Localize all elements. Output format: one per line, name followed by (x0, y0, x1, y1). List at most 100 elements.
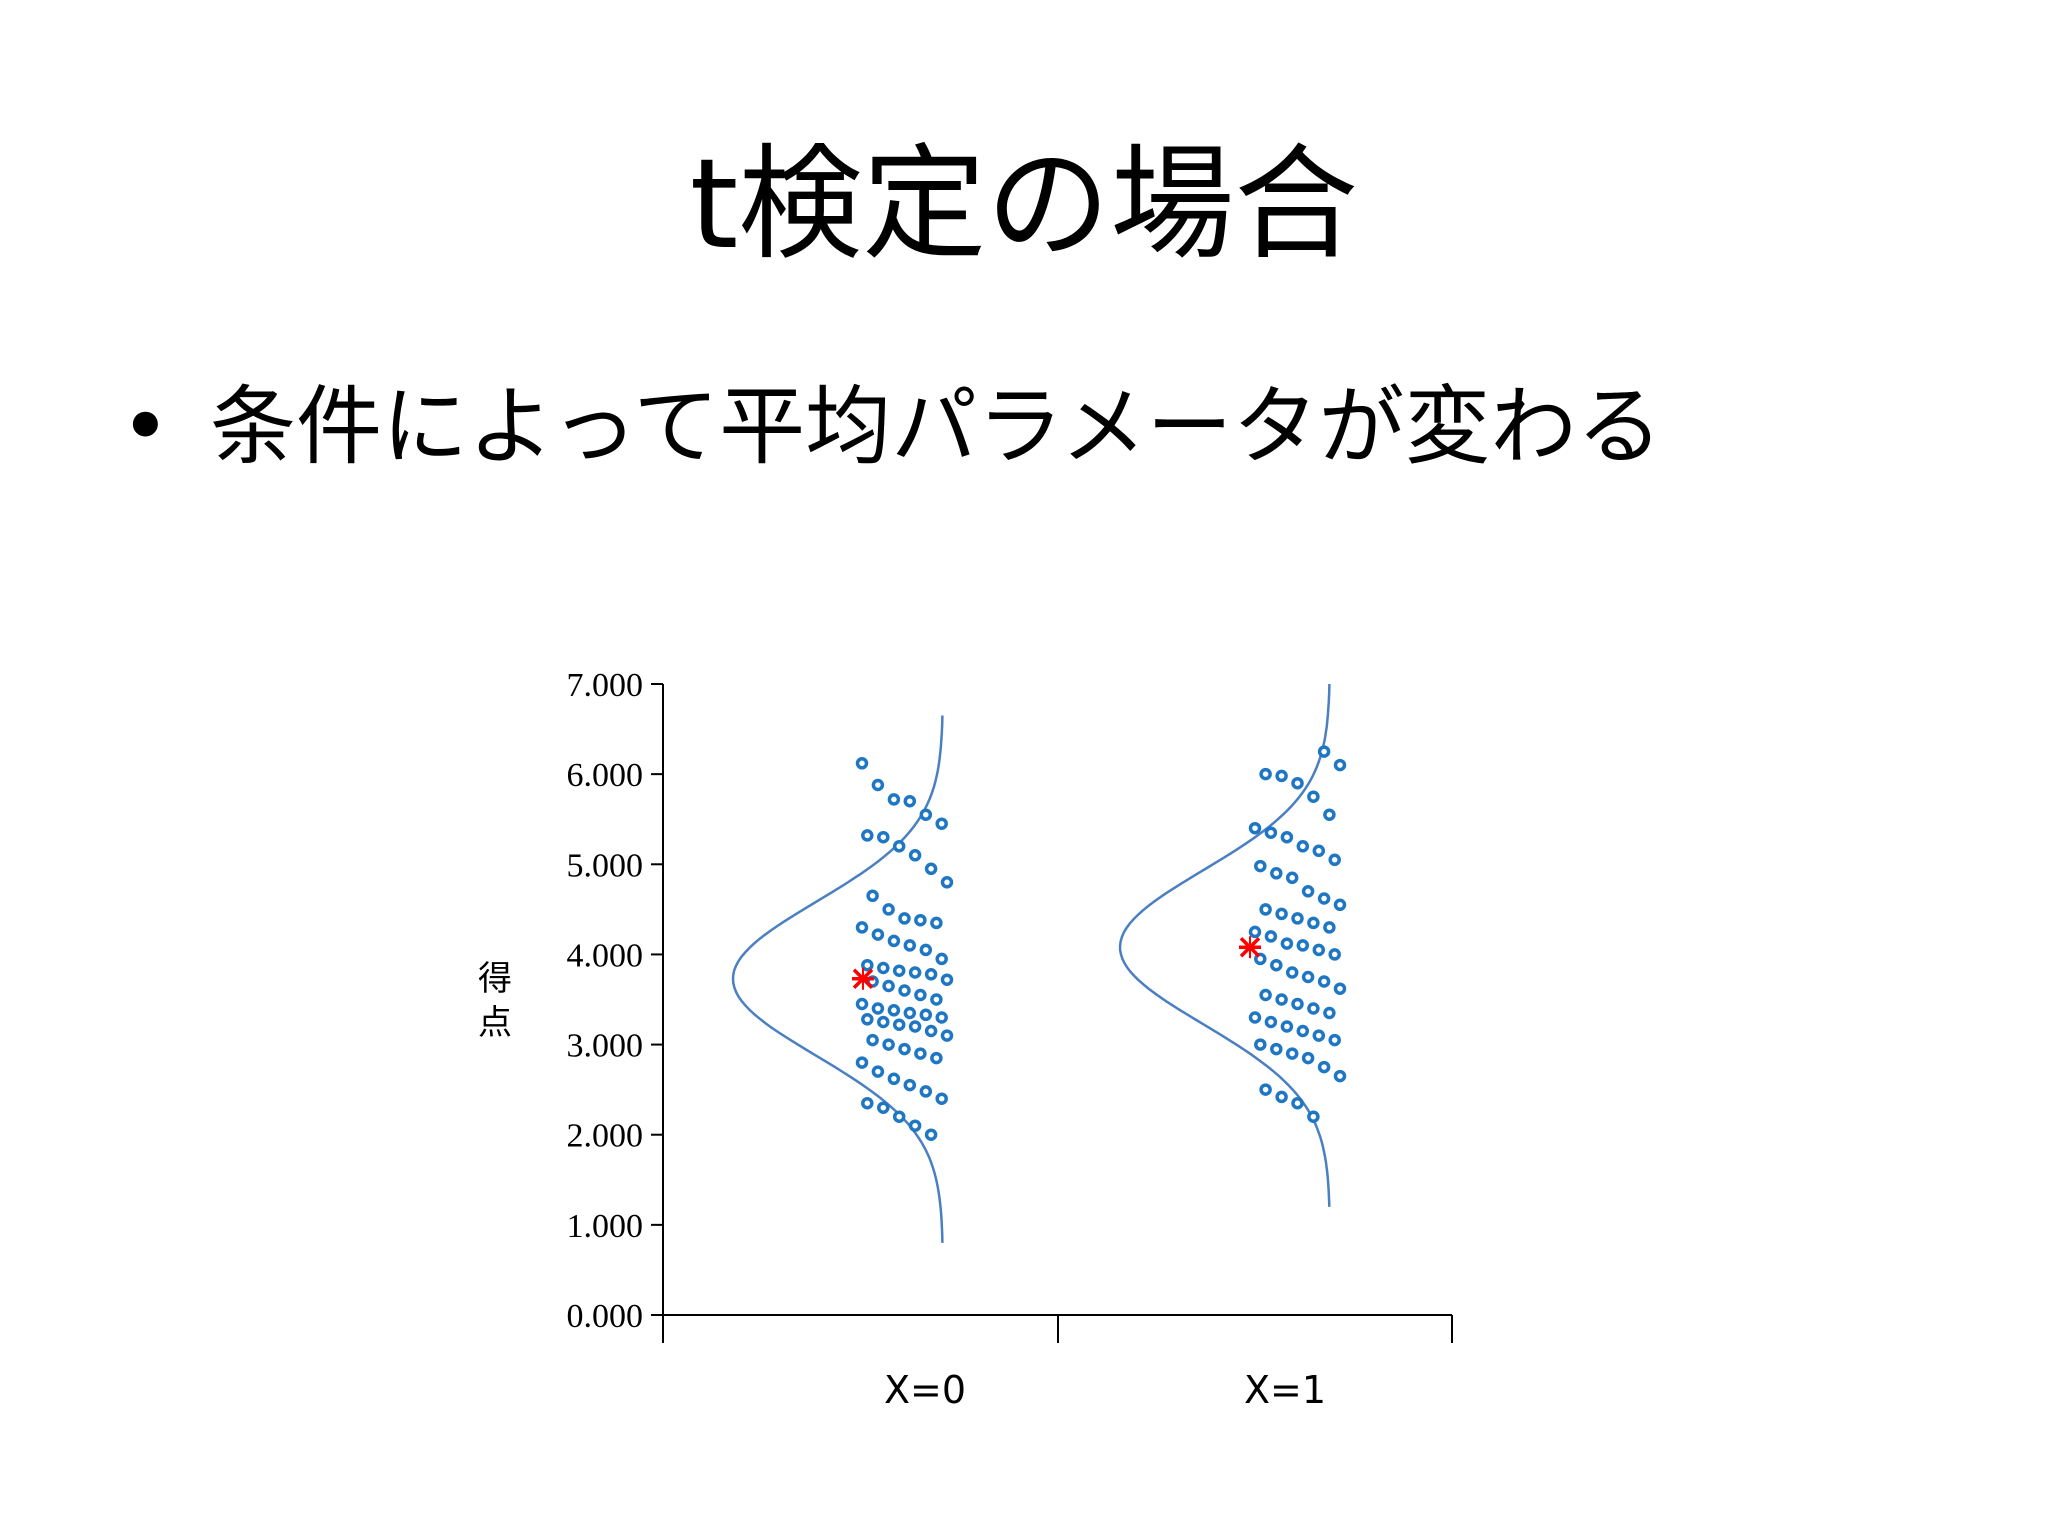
data-point (919, 1008, 933, 1022)
data-point (887, 1004, 901, 1017)
data-point (877, 1015, 890, 1029)
data-point (908, 849, 922, 862)
data-point (1312, 943, 1326, 957)
data-point (1275, 1090, 1288, 1104)
data-point (1328, 1033, 1341, 1047)
data-point (855, 997, 869, 1011)
data-point (914, 913, 927, 927)
data-point (930, 993, 943, 1006)
data-point (861, 829, 874, 842)
y-tick-label: 1.000 (567, 1208, 644, 1245)
data-point (892, 840, 906, 853)
data-point (935, 1011, 948, 1024)
data-point (1291, 997, 1304, 1011)
y-tick-label: 6.000 (567, 757, 644, 794)
mean-markers (852, 936, 1261, 990)
data-point (924, 968, 938, 981)
data-point (903, 939, 917, 952)
mean-marker (852, 967, 874, 990)
data-point (892, 964, 906, 977)
data-point (871, 928, 885, 941)
data-point (924, 1128, 938, 1141)
data-point (887, 793, 901, 806)
data-point (935, 952, 948, 966)
data-point (855, 757, 869, 770)
data-point (1270, 867, 1283, 880)
data-point (1328, 853, 1341, 867)
data-point (1248, 821, 1262, 835)
bullet-text: 条件によって平均パラメータが変わる (210, 377, 1663, 477)
data-point (1275, 907, 1288, 921)
data-point (1312, 1029, 1326, 1042)
data-point (1328, 948, 1341, 961)
data-point (1307, 1110, 1320, 1123)
data-point (1259, 1083, 1272, 1096)
y-tick-label: 4.000 (567, 937, 644, 974)
data-point (882, 1038, 895, 1051)
data-point (1285, 871, 1299, 885)
data-point (1312, 844, 1326, 858)
data-point (887, 934, 901, 948)
data-point (1333, 982, 1347, 995)
data-point (855, 1056, 869, 1069)
data-point (1301, 1051, 1315, 1065)
data-point (1307, 1002, 1320, 1015)
data-point (1280, 1020, 1294, 1033)
data-point (1259, 767, 1272, 781)
data-point (908, 1119, 922, 1132)
data-point (1264, 930, 1278, 943)
data-point (924, 1024, 938, 1038)
data-point (1317, 745, 1331, 758)
data-point (882, 903, 895, 916)
y-axis-label: 得点 (478, 959, 512, 1043)
y-axis-label-char: 得 (478, 959, 512, 999)
data-point (871, 778, 885, 792)
data-point (1317, 975, 1331, 988)
data-point (1280, 937, 1294, 950)
data-point (882, 979, 895, 993)
data-point (914, 988, 927, 1002)
data-point (935, 1092, 948, 1105)
data-point (903, 1078, 917, 1092)
data-point (930, 916, 943, 930)
chart-labels: 0.000 1.000 2.000 3.000 4.000 5.000 6.000 7.000… (478, 667, 1326, 1412)
data-point (1307, 790, 1320, 803)
data-point (908, 1020, 922, 1033)
data-point (924, 862, 938, 876)
mean-marker (1239, 936, 1261, 959)
density-curve (731, 715, 944, 1243)
data-point (1248, 1011, 1262, 1024)
data-point (1291, 912, 1304, 925)
data-point (861, 1096, 874, 1110)
data-point (1264, 1015, 1278, 1029)
bullet-marker: • (120, 377, 171, 477)
data-point (877, 830, 890, 844)
data-point (1275, 993, 1288, 1006)
data-point (935, 817, 948, 830)
category-label: X=1 (1244, 1368, 1326, 1412)
data-point (919, 1085, 933, 1098)
data-point (1301, 885, 1315, 898)
y-tick-label: 7.000 (567, 667, 644, 704)
data-point (892, 1018, 906, 1031)
data-point (855, 921, 869, 934)
data-point (930, 1051, 943, 1065)
data-point (887, 1072, 901, 1086)
data-point (903, 1006, 917, 1020)
bullet-item: • 条件によって平均パラメータが変わる (120, 372, 1663, 482)
data-point (866, 1033, 879, 1047)
density-curves (731, 683, 1331, 1243)
data-point (871, 1002, 885, 1015)
data-point (898, 984, 911, 997)
data-point (866, 889, 879, 903)
data-point (1259, 988, 1272, 1002)
data-point (940, 1029, 954, 1042)
data-point (861, 958, 874, 972)
data-point (940, 973, 954, 986)
data-point (898, 912, 911, 925)
data-point (861, 1013, 874, 1026)
data-point (1280, 830, 1294, 844)
data-point (919, 943, 933, 957)
data-point (1259, 903, 1272, 916)
data-point (1264, 826, 1278, 839)
